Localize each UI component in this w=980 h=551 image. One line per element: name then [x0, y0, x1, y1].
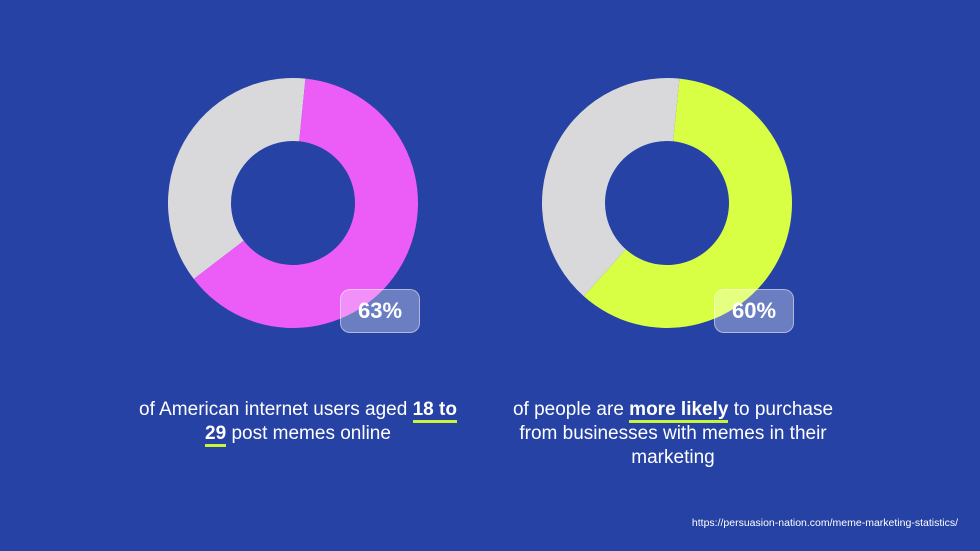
donut-chart-svg	[167, 78, 418, 328]
donut-segment-remainder	[542, 77, 680, 297]
donut-segment-remainder	[167, 78, 306, 280]
caption-text: of people are	[512, 399, 630, 420]
percent-badge: 63%	[340, 289, 420, 333]
percent-badge: 60%	[714, 289, 794, 333]
source-url: https://persuasion-nation.com/meme-marke…	[691, 517, 958, 529]
caption-text: to purchase from businesses with memes i…	[519, 399, 834, 468]
caption-highlight: 18 to 29	[205, 399, 457, 447]
caption-american-internet-users: of American internet users aged 18 to 29…	[128, 398, 468, 447]
donut-segment-share	[193, 78, 418, 328]
donut-chart-svg	[542, 77, 792, 328]
donut-chart-more-likely-to-purchase: 60%	[542, 77, 794, 333]
caption-text: post memes online	[226, 423, 391, 444]
caption-highlight: more likely	[629, 399, 729, 423]
caption-more-likely-to-purchase: of people are more likely to purchase fr…	[503, 398, 843, 470]
donut-segment-share	[583, 78, 792, 328]
donut-chart-american-internet-users: 63%	[167, 78, 420, 333]
caption-text: of American internet users aged	[139, 399, 413, 420]
